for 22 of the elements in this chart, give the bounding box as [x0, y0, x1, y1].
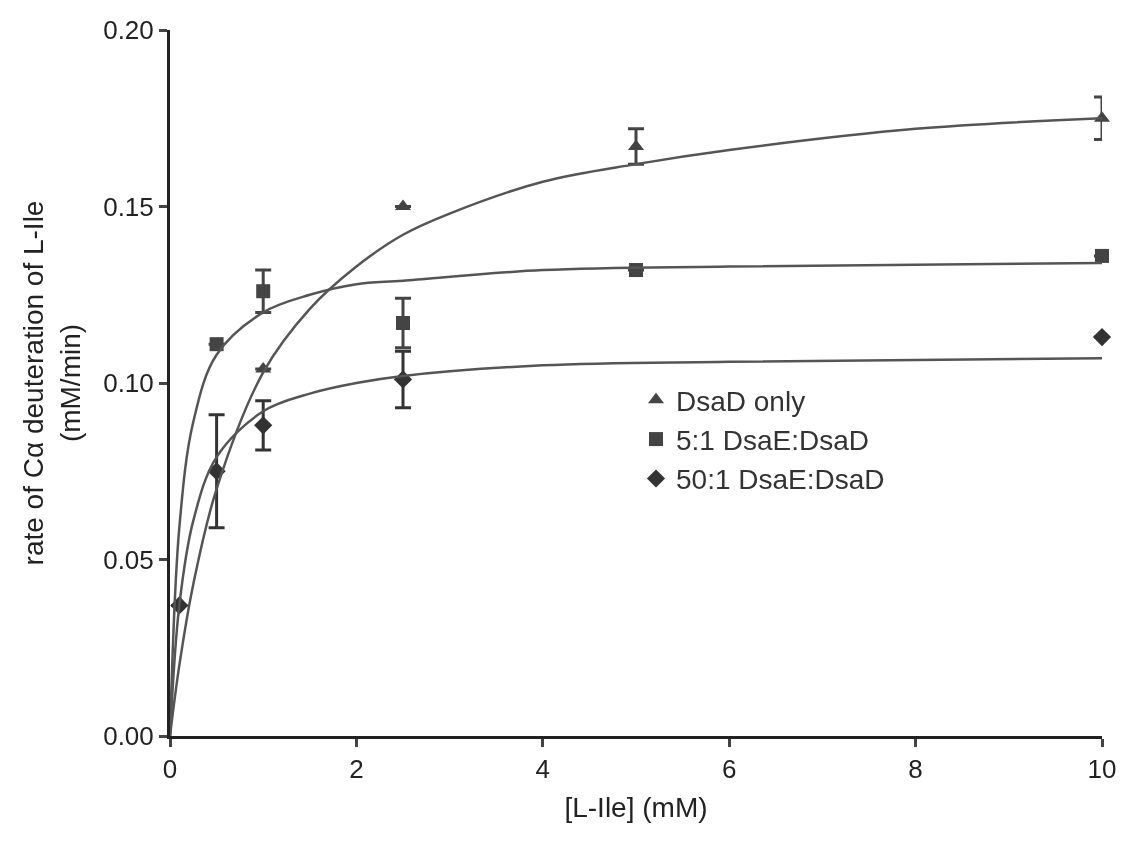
y-tick-label: 0.20 — [103, 15, 154, 46]
point — [256, 284, 271, 299]
x-tick-label: 10 — [1087, 754, 1117, 785]
x-tick-label: 4 — [535, 754, 551, 785]
y-tick-label: 0.00 — [103, 721, 154, 752]
y-tick-label: 0.10 — [103, 368, 154, 399]
point — [254, 416, 273, 435]
y-axis-title: rate of Cα deuteration of L-Ile (mM/min) — [18, 200, 86, 566]
y-tick-label: 0.15 — [103, 191, 154, 222]
legend-label: DsaD only — [676, 385, 806, 417]
x-tick-label: 6 — [721, 754, 737, 785]
point — [1092, 328, 1112, 347]
x-tick-label: 0 — [162, 754, 178, 785]
y-tick-label: 0.05 — [103, 544, 154, 575]
x-axis-title: [L-Ile] (mM) — [564, 792, 708, 824]
legend-label: 50:1 DsaE:DsaD — [676, 464, 885, 496]
point — [1095, 248, 1109, 263]
point — [396, 315, 410, 330]
x-tick-label: 8 — [908, 754, 923, 785]
point — [209, 337, 224, 352]
x-tick-label: 2 — [349, 754, 364, 785]
legend-label: 5:1 DsaE:DsaD — [676, 425, 869, 456]
